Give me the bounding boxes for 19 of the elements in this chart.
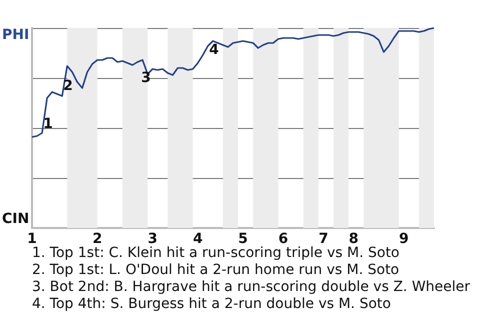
- x-tick-label: 8: [348, 231, 358, 247]
- x-tick-label: 3: [148, 231, 158, 247]
- x-tick-label: 1: [27, 231, 37, 247]
- text: 2. Top 1st: L. O'Doul hit a 2-run home run vs M. Soto: [32, 262, 400, 278]
- x-tick-label: 6: [278, 231, 288, 247]
- text: 1. Top 1st: C. Klein hit a run-scoring triple vs M. Soto: [32, 245, 400, 261]
- text: 3. Bot 2nd: B. Hargrave hit a run-scoring double vs Z. Wheeler: [32, 279, 470, 295]
- annotation: 3: [141, 70, 151, 86]
- x-tick-label: 4: [192, 231, 203, 247]
- x-tick-label: 9: [398, 231, 409, 247]
- annotation: 1: [43, 116, 53, 132]
- text: CIN: [2, 211, 30, 227]
- text: PHI: [2, 27, 30, 43]
- x-tick-label: 7: [318, 231, 328, 247]
- text: 4. Top 4th: S. Burgess hit a 2-run double vs M. Soto: [32, 296, 391, 312]
- x-tick-label: 2: [92, 231, 102, 247]
- x-tick-label: 5: [238, 231, 248, 247]
- annotation: 2: [63, 78, 73, 94]
- annotation: 4: [209, 42, 220, 58]
